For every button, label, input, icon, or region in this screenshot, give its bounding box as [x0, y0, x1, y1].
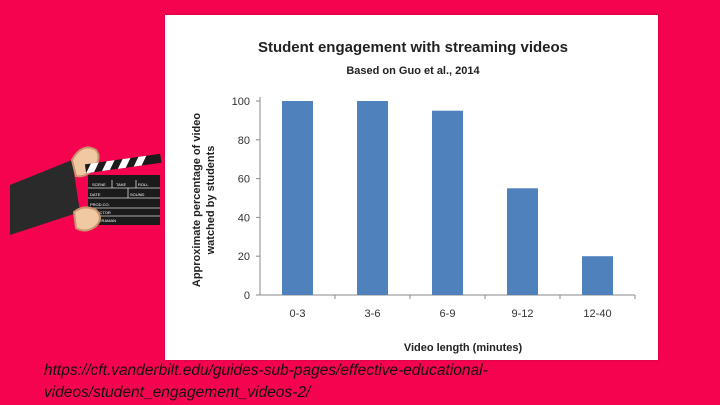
bar-0-3: [282, 101, 313, 295]
x-tick-label: 0-3: [290, 308, 306, 320]
bar-12-40: [582, 256, 613, 295]
y-tick-label: 80: [238, 135, 250, 147]
source-url-line-1[interactable]: https://cft.vanderbilt.edu/guides-sub-pa…: [44, 362, 488, 379]
clapper-label: SCENE: [92, 182, 106, 187]
y-tick-label: 60: [238, 174, 250, 186]
clapper-label: DATE: [90, 192, 101, 197]
x-tick-label: 3-6: [365, 308, 381, 320]
bar-chart: Student engagement with streaming videos…: [191, 39, 636, 354]
clapperboard-illustration: SCENE TAKE ROLL DATE SOUND PROD.CO. DIRECTOR CA…: [10, 140, 170, 250]
clapper-label: SOUND: [130, 192, 145, 197]
y-tick-label: 20: [238, 251, 250, 263]
arm-sleeve: [10, 160, 80, 235]
bar-3-6: [357, 101, 388, 295]
x-tick-label: 6-9: [440, 308, 456, 320]
chart-title: Student engagement with streaming videos: [258, 39, 568, 56]
clapper-label: TAKE: [116, 182, 126, 187]
chart-subtitle: Based on Guo et al., 2014: [346, 65, 480, 77]
x-tick-label: 9-12: [511, 308, 533, 320]
clapper-label: CAMERAMAN: [90, 218, 116, 223]
bar-6-9: [432, 110, 463, 295]
clapper-stick: [84, 153, 162, 174]
hand-bottom: [72, 206, 101, 232]
source-url-caption[interactable]: https://cft.vanderbilt.edu/guides-sub-pa…: [44, 360, 644, 404]
clapper-label: PROD.CO.: [90, 202, 110, 207]
y-tick-label: 0: [244, 290, 250, 302]
x-tick-label: 12-40: [583, 308, 611, 320]
y-axis-label-line: watched by students: [205, 146, 217, 256]
y-tick-label: 100: [232, 96, 250, 108]
clapper-label: DIRECTOR: [90, 210, 111, 215]
y-tick-label: 40: [238, 212, 250, 224]
source-url-line-2[interactable]: videos/student_engagement_videos-2/: [44, 384, 311, 401]
bar-9-12: [507, 188, 538, 295]
y-axis-label-line: Approximate percentage of video: [191, 113, 203, 287]
x-axis-label: Video length (minutes): [404, 342, 523, 354]
clapper-label: ROLL: [138, 182, 149, 187]
y-axis-label: Approximate percentage of video watched b…: [191, 113, 217, 287]
chart-panel: Student engagement with streaming videos…: [165, 15, 658, 360]
